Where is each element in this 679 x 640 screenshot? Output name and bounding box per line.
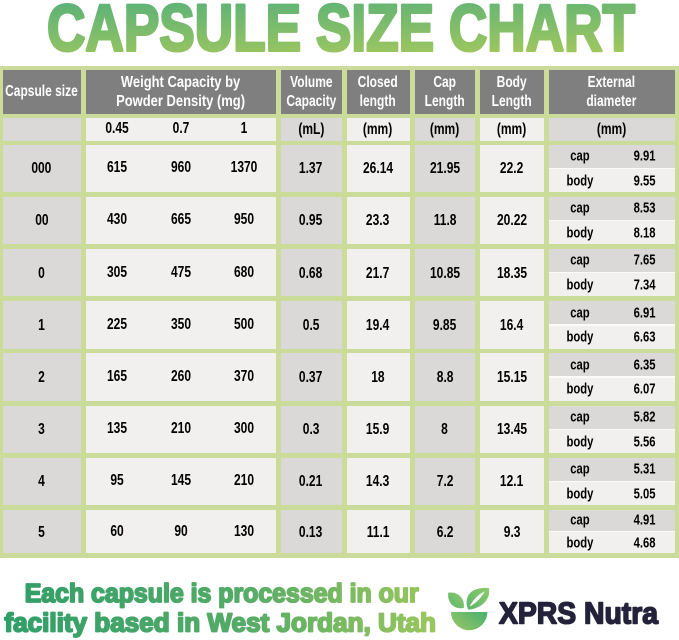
svg-text:facility based in West Jordan,: facility based in West Jordan, Utah: [4, 609, 436, 637]
svg-text:CAPSULE SIZE CHART: CAPSULE SIZE CHART: [47, 0, 635, 64]
svg-text:XPRS Nutra: XPRS Nutra: [499, 595, 659, 630]
svg-text:Each capsule is processed in o: Each capsule is processed in our: [25, 580, 419, 608]
